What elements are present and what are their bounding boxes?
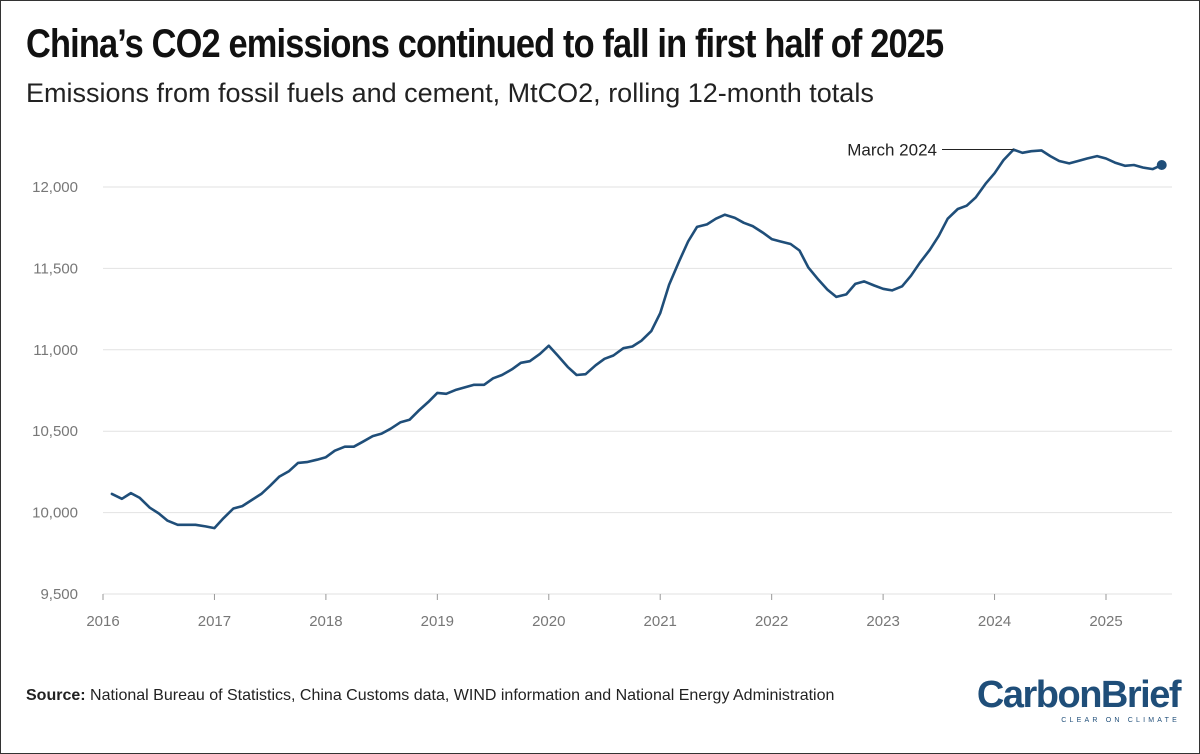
y-tick-label: 10,000 (32, 505, 78, 522)
x-tick-label: 2021 (644, 613, 677, 630)
source-note: Source: National Bureau of Statistics, C… (26, 687, 834, 705)
y-tick-label: 11,500 (33, 260, 78, 277)
y-axis-ticks: 9,500 10,000 10,500 11,000 11,500 12,000 (32, 179, 78, 603)
x-tick-label: 2020 (532, 613, 565, 630)
source-text: National Bureau of Statistics, China Cus… (90, 687, 835, 704)
annotation-label: March 2024 (847, 141, 937, 160)
x-tick-label: 2025 (1089, 613, 1122, 630)
x-tick-label: 2022 (755, 613, 788, 630)
y-tick-label: 12,000 (32, 179, 78, 196)
x-tick-label: 2019 (421, 613, 454, 630)
chart-subtitle: Emissions from fossil fuels and cement, … (26, 78, 874, 108)
x-tick-label: 2017 (198, 613, 231, 630)
y-tick-label: 9,500 (40, 586, 78, 603)
x-tick-label: 2024 (978, 613, 1011, 630)
series-line (110, 148, 1163, 530)
grid-layer (103, 186, 1172, 595)
logo-wordmark: CarbonBrief (976, 674, 1182, 716)
x-tick-label: 2018 (309, 613, 342, 630)
x-axis-ticks: 2016 2017 2018 2019 2020 2021 2022 2023 2024 2025 (86, 594, 1123, 630)
chart-title: China’s CO2 emissions continued to fall … (26, 22, 944, 66)
carbonbrief-logo: CarbonBrief CLEAR ON CLIMATE (976, 674, 1182, 726)
x-tick-label: 2016 (86, 613, 119, 630)
annotation-layer: March 2024 (847, 141, 1014, 160)
source-label: Source: (26, 687, 86, 704)
y-tick-label: 10,500 (32, 423, 78, 440)
series-layer (110, 148, 1167, 530)
logo-tagline: CLEAR ON CLIMATE (1061, 717, 1180, 724)
end-point-marker (1156, 160, 1167, 171)
y-tick-label: 11,000 (33, 342, 78, 359)
x-tick-label: 2023 (866, 613, 899, 630)
